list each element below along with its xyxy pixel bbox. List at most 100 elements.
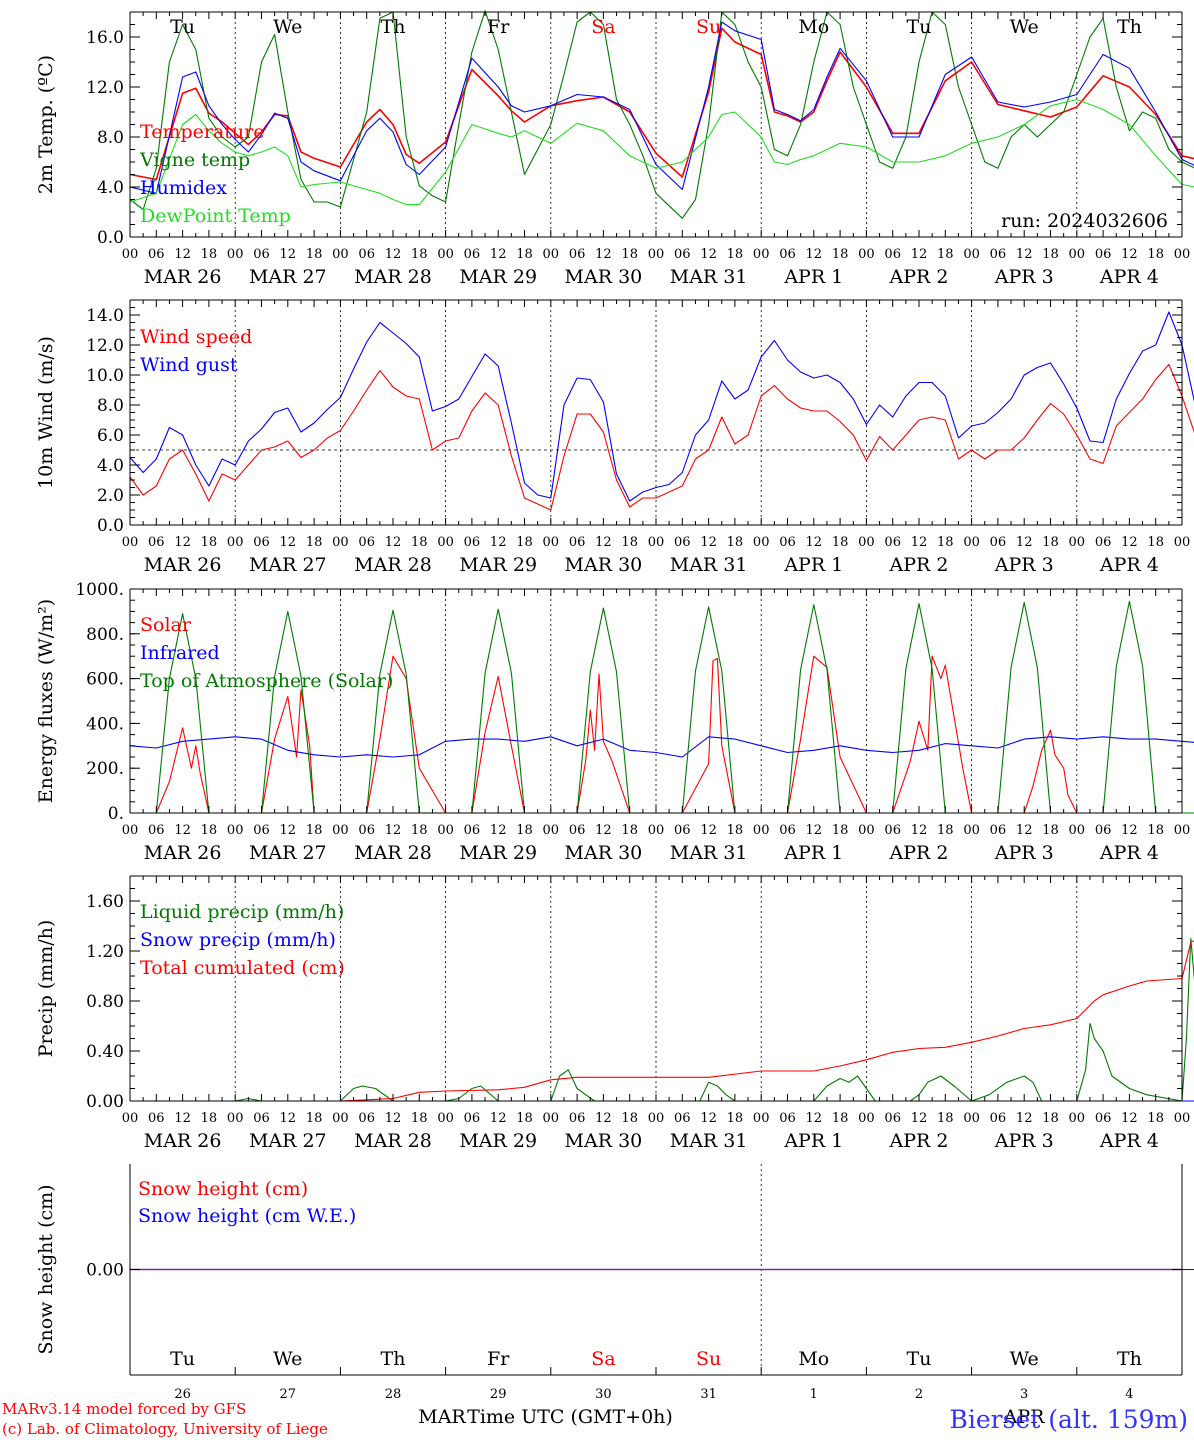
- weekday-label-top: We: [273, 16, 302, 38]
- hour-label: 12: [806, 823, 823, 838]
- y-tick-label: 4.0: [97, 456, 124, 476]
- hour-label: 18: [832, 535, 849, 550]
- series-liquid-precip-mm-h-: [130, 937, 1194, 1102]
- hour-label: 06: [674, 1111, 691, 1126]
- weekday-label-top: Sa: [591, 16, 615, 38]
- y-tick-label: 6.0: [97, 426, 124, 446]
- day-number-label: 30: [595, 1387, 612, 1402]
- weekday-label-top: Th: [1117, 16, 1142, 38]
- date-label: MAR 30: [565, 554, 643, 576]
- hour-label: 00: [543, 247, 560, 262]
- date-label: APR 2: [889, 842, 949, 864]
- hour-label: 12: [1016, 1111, 1033, 1126]
- date-label: MAR 30: [565, 1130, 643, 1152]
- y-tick-label: 1.60: [86, 892, 124, 912]
- hour-label: 18: [1042, 535, 1059, 550]
- y-axis-label: Snow height (cm): [35, 1184, 57, 1354]
- month-label-left: MAR: [418, 1406, 466, 1428]
- hour-label: 00: [543, 535, 560, 550]
- y-tick-label: 0.0: [97, 228, 124, 248]
- footer-model: MARv3.14 model forced by GFS: [2, 1400, 246, 1418]
- hour-label: 00: [543, 823, 560, 838]
- weekday-label-top: Fr: [487, 16, 510, 38]
- date-label: MAR 26: [144, 1130, 222, 1152]
- y-tick-label: 2.0: [97, 486, 124, 506]
- series-vigne-temp: [129, 10, 1194, 219]
- x-axis-title: Time UTC (GMT+0h): [467, 1406, 673, 1428]
- footer: MARv3.14 model forced by GFS (c) Lab. of…: [2, 1400, 1188, 1438]
- y-tick-label: 0.00: [86, 1261, 124, 1281]
- hour-label: 12: [595, 1111, 612, 1126]
- legend-entry: Total cumulated (cm): [140, 957, 345, 979]
- legend-entry: Snow height (cm): [138, 1178, 308, 1200]
- y-tick-label: 12.0: [86, 336, 124, 356]
- hour-label: 00: [1174, 823, 1191, 838]
- hour-label: 12: [280, 535, 297, 550]
- y-axis-label: 2m Temp. (ºC): [35, 55, 57, 194]
- hour-label: 12: [806, 1111, 823, 1126]
- date-label: APR 2: [889, 266, 949, 288]
- hour-label: 12: [174, 1111, 191, 1126]
- hour-label: 06: [779, 823, 796, 838]
- day-number-label: 3: [1020, 1387, 1028, 1402]
- date-label: APR 2: [889, 1130, 949, 1152]
- hour-label: 12: [280, 247, 297, 262]
- hour-label: 06: [148, 823, 165, 838]
- run-annotation: run: 2024032606: [1001, 210, 1168, 232]
- hour-label: 06: [148, 1111, 165, 1126]
- hour-label: 00: [1174, 247, 1191, 262]
- hour-label: 18: [516, 823, 533, 838]
- hour-label: 00: [1174, 535, 1191, 550]
- hour-label: 06: [253, 247, 270, 262]
- hour-label: 06: [358, 247, 375, 262]
- date-label: APR 3: [994, 554, 1054, 576]
- hour-label: 12: [700, 823, 717, 838]
- series-humidex: [129, 21, 1194, 194]
- hour-label: 18: [306, 823, 323, 838]
- weekday-label-bottom: Mo: [798, 1348, 829, 1370]
- legend-entry: Infrared: [140, 642, 220, 664]
- hour-label: 06: [358, 535, 375, 550]
- legend-entry: DewPoint Temp: [140, 205, 291, 227]
- hour-label: 00: [332, 247, 349, 262]
- weekday-label-top: Su: [696, 16, 721, 38]
- hour-label: 00: [858, 1111, 875, 1126]
- hour-label: 00: [227, 247, 244, 262]
- hour-label: 06: [148, 535, 165, 550]
- hour-label: 12: [1016, 535, 1033, 550]
- y-tick-label: 0.00: [86, 1092, 124, 1112]
- weekday-label-top: Th: [381, 16, 406, 38]
- weekday-label-top: Mo: [798, 16, 829, 38]
- hour-label: 06: [1095, 247, 1112, 262]
- day-number-label: 31: [700, 1387, 717, 1402]
- hour-label: 00: [332, 1111, 349, 1126]
- hour-label: 18: [516, 1111, 533, 1126]
- panel-temp: [129, 11, 1183, 238]
- hour-label: 18: [937, 247, 954, 262]
- hour-label: 18: [832, 247, 849, 262]
- hour-label: 12: [385, 535, 402, 550]
- hour-label: 06: [464, 823, 481, 838]
- hour-label: 12: [490, 535, 507, 550]
- day-number-label: 28: [385, 1387, 402, 1402]
- series-infrared: [129, 736, 1194, 758]
- legend-entry: Wind speed: [140, 326, 252, 348]
- hour-label: 00: [648, 247, 665, 262]
- hour-label: 06: [358, 823, 375, 838]
- date-label: MAR 28: [354, 266, 432, 288]
- date-label: APR 4: [1099, 1130, 1159, 1152]
- hour-label: 00: [122, 823, 139, 838]
- hour-label: 18: [411, 1111, 428, 1126]
- hour-label: 18: [621, 247, 638, 262]
- hour-label: 06: [990, 1111, 1007, 1126]
- hour-label: 18: [201, 1111, 218, 1126]
- date-label: MAR 27: [249, 842, 327, 864]
- y-axis-label: 10m Wind (m/s): [35, 336, 57, 489]
- hour-label: 18: [201, 535, 218, 550]
- date-label: APR 1: [783, 842, 843, 864]
- hour-label: 18: [201, 823, 218, 838]
- weekday-label-bottom: Fr: [487, 1348, 510, 1370]
- hour-label: 00: [753, 535, 770, 550]
- weekday-label-top: Tu: [907, 16, 932, 38]
